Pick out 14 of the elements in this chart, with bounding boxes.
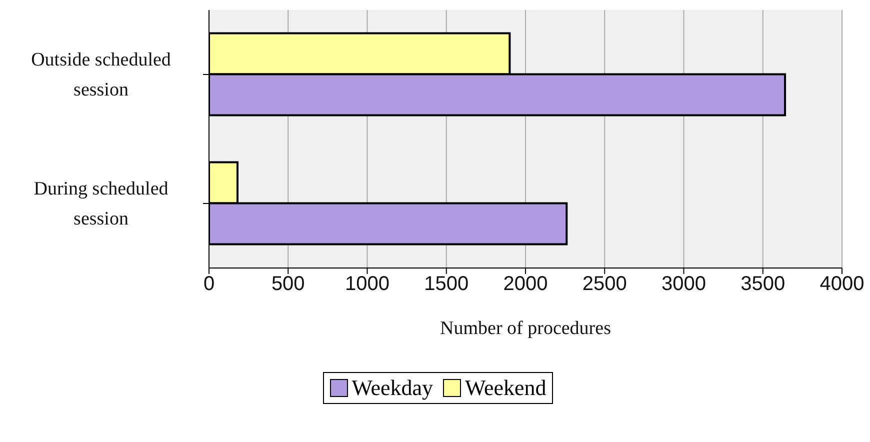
x-tick-label: 1500	[424, 273, 469, 296]
legend-label: Weekend	[465, 375, 546, 401]
x-tick-label: 0	[203, 273, 215, 296]
x-tick-label: 4000	[820, 273, 864, 296]
legend-label: Weekday	[352, 375, 433, 401]
x-tick-label: 2500	[582, 273, 627, 296]
x-tick-label: 1000	[345, 273, 390, 296]
y-tick-label: During scheduled session	[34, 178, 169, 230]
x-tick-label: 3000	[662, 273, 706, 296]
x-axis-title: Number of procedures	[440, 318, 611, 339]
x-tick-label: 3500	[740, 273, 786, 296]
x-tick-label: 500	[271, 273, 305, 296]
y-tick-label: Outside scheduled session	[31, 50, 172, 100]
x-tick-label: 2000	[503, 273, 548, 296]
